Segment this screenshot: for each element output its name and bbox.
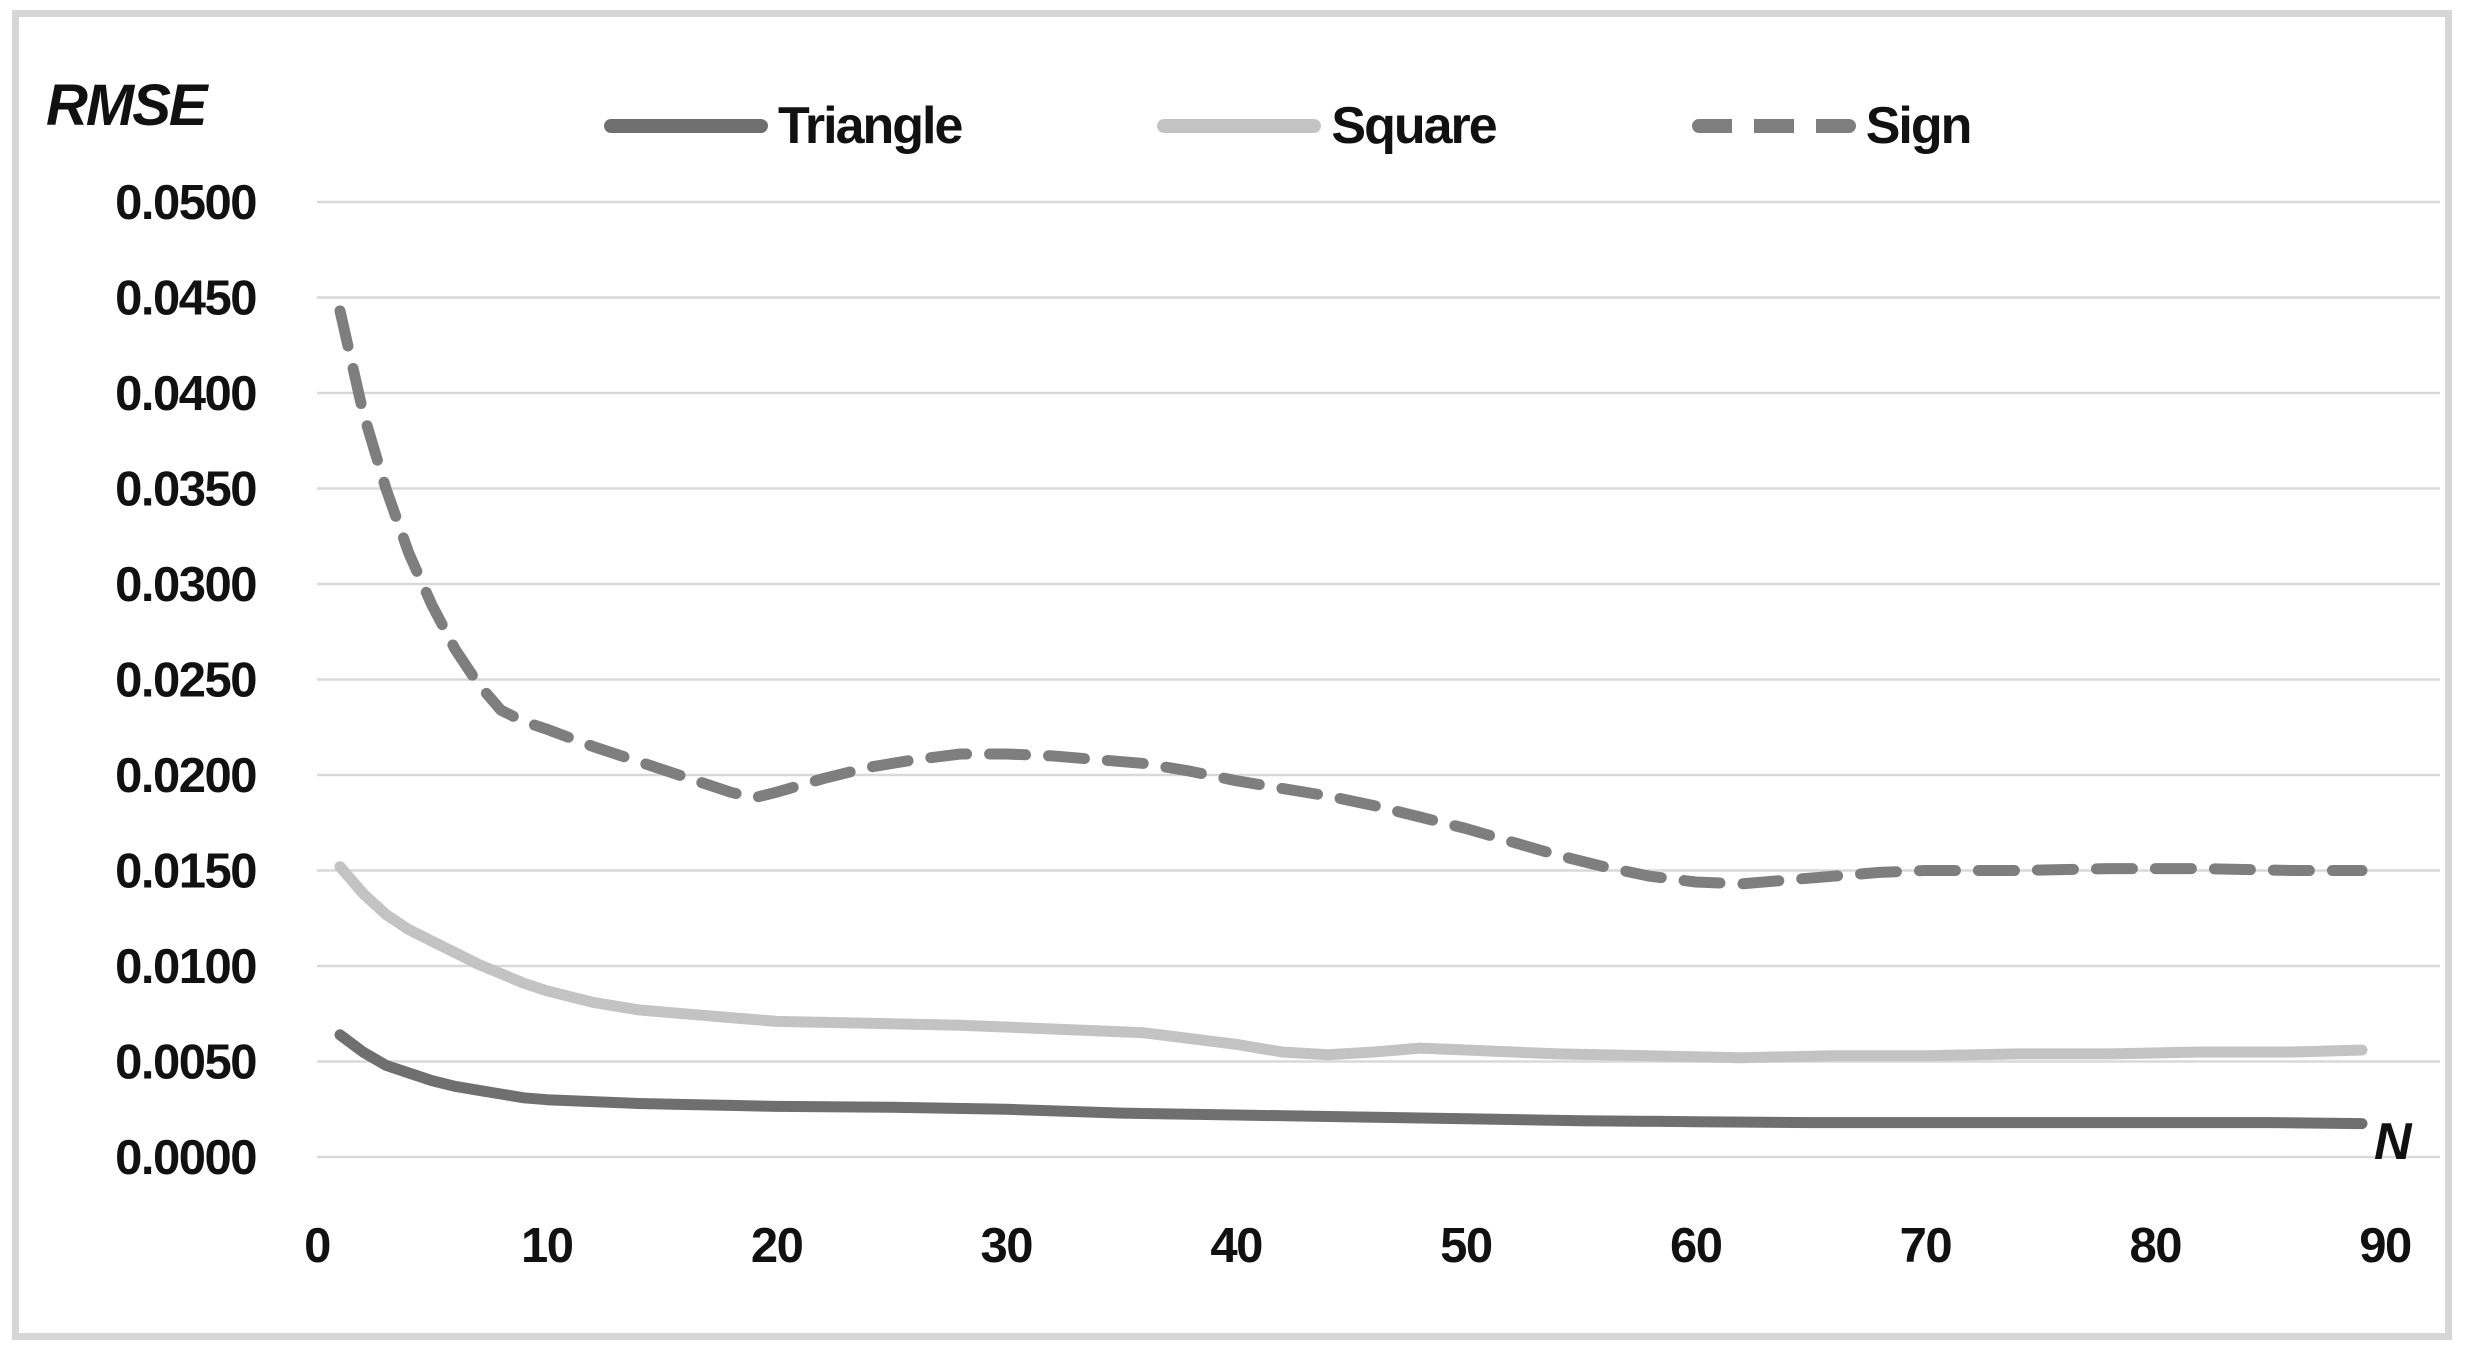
legend-item-sign: Sign <box>1691 97 1973 155</box>
legend-item-triangle: Triangle <box>604 97 963 155</box>
y-tick-label: 0.0150 <box>115 845 256 899</box>
x-tick-label: 20 <box>751 1219 803 1273</box>
series-line-square <box>334 861 2368 1064</box>
y-tick-label: 0.0000 <box>115 1131 256 1185</box>
series-line-triangle <box>334 1029 2368 1130</box>
legend-item-square: Square <box>1157 97 1498 155</box>
x-tick-label: 0 <box>304 1219 330 1273</box>
legend-label-sign: Sign <box>1865 97 1973 155</box>
triangle-line-swatch <box>604 119 768 133</box>
y-tick-label: 0.0400 <box>115 367 256 421</box>
x-tick-label: 70 <box>1900 1219 1952 1273</box>
y-tick-label: 0.0350 <box>115 463 256 517</box>
x-axis-title: N <box>2374 1113 2412 1171</box>
y-axis-title: RMSE <box>46 73 208 138</box>
y-tick-label: 0.0050 <box>115 1036 256 1090</box>
y-tick-label: 0.0500 <box>115 176 256 230</box>
x-tick-label: 90 <box>2359 1219 2411 1273</box>
y-tick-label: 0.0450 <box>115 272 256 326</box>
x-tick-label: 50 <box>1440 1219 1492 1273</box>
legend: Triangle Square Sign <box>604 97 1973 155</box>
x-tick-label: 80 <box>2129 1219 2181 1273</box>
y-tick-label: 0.0250 <box>115 654 256 708</box>
legend-label-square: Square <box>1331 97 1497 155</box>
y-tick-label: 0.0300 <box>115 558 256 612</box>
x-tick-label: 60 <box>1670 1219 1722 1273</box>
x-tick-label: 40 <box>1210 1219 1262 1273</box>
legend-label-triangle: Triangle <box>778 97 963 155</box>
x-tick-label: 30 <box>981 1219 1033 1273</box>
square-line-swatch <box>1157 119 1322 133</box>
y-tick-label: 0.0100 <box>115 940 256 994</box>
sign-line-swatch <box>1691 119 1856 133</box>
series-line-sign <box>334 305 2368 890</box>
y-tick-label: 0.0200 <box>115 749 256 803</box>
x-tick-label: 10 <box>521 1219 573 1273</box>
